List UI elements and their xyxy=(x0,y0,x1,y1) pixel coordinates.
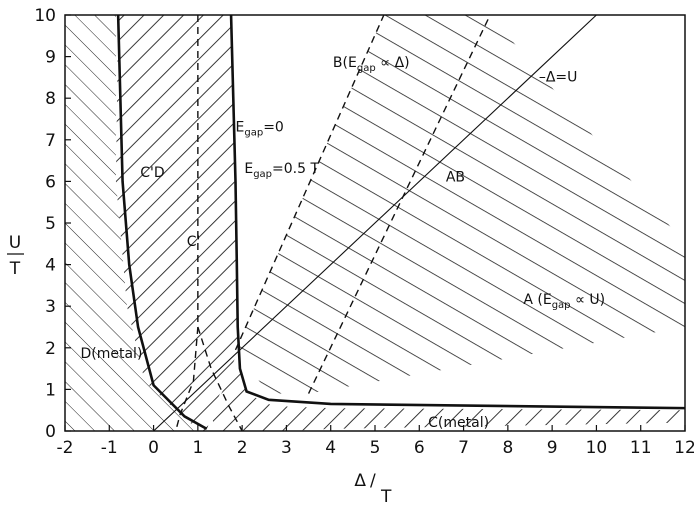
y-axis-label-den: T xyxy=(9,259,21,279)
annotation-egap-0-5-t: Egap=0.5 T xyxy=(244,161,319,180)
x-axis-label: Δ / T xyxy=(354,471,392,507)
x-tick-label: 2 xyxy=(237,438,248,458)
line-boundary-6 xyxy=(307,15,491,394)
annotation-c-d: C'D xyxy=(140,165,164,181)
y-tick-label: 6 xyxy=(45,172,56,192)
annotation-egap-0: Egap=0 xyxy=(236,119,284,138)
y-axis-label-num: U xyxy=(9,233,21,253)
region-d-metal xyxy=(65,15,201,431)
x-tick-label: 11 xyxy=(630,438,652,458)
x-tick-label: 4 xyxy=(325,438,336,458)
annotation-b-egap: B(Egap ∝ Δ) xyxy=(333,55,410,74)
y-tick-label: 5 xyxy=(45,214,56,234)
x-tick-label: 9 xyxy=(547,438,558,458)
x-axis-label-slash: / xyxy=(370,471,376,491)
x-tick-label: -2 xyxy=(57,438,74,458)
line-c xyxy=(197,326,243,431)
x-tick-label: 10 xyxy=(586,438,608,458)
y-tick-label: 7 xyxy=(45,131,56,151)
y-tick-label: 2 xyxy=(45,339,56,359)
line-egap-0-5t xyxy=(116,15,208,431)
line-boundary-5 xyxy=(234,15,385,351)
annotation-d-metal: D(metal) xyxy=(81,346,143,362)
region-ab xyxy=(235,15,685,394)
x-tick-label: 5 xyxy=(370,438,381,458)
boundary-lines xyxy=(116,15,685,431)
region-c-d xyxy=(115,15,238,431)
y-tick-label: 10 xyxy=(34,6,56,26)
annotation-u: –Δ=U xyxy=(539,70,578,86)
region-c-metal xyxy=(211,360,685,431)
line-c xyxy=(175,15,199,431)
line-egap-0 xyxy=(229,15,685,410)
y-tick-label: 9 xyxy=(45,48,56,68)
line-u xyxy=(153,15,597,431)
x-axis-label-den: T xyxy=(380,487,392,507)
y-axis-label: U T xyxy=(7,233,24,279)
x-tick-label: 0 xyxy=(148,438,159,458)
x-tick-label: -1 xyxy=(101,438,118,458)
x-tick-label: 1 xyxy=(192,438,203,458)
y-tick-label: 8 xyxy=(45,89,56,109)
y-tick-label: 1 xyxy=(45,380,56,400)
annotation-a-egap-u: A (Egap ∝ U) xyxy=(523,292,605,311)
annotation-ab: AB xyxy=(446,169,465,185)
annotation-c: C' xyxy=(187,234,201,250)
x-axis-label-num: Δ xyxy=(354,471,366,491)
hatched-regions xyxy=(65,15,685,431)
x-tick-label: 3 xyxy=(281,438,292,458)
x-tick-label: 6 xyxy=(414,438,425,458)
x-tick-label: 8 xyxy=(502,438,513,458)
annotation-c-metal: C(metal) xyxy=(428,415,489,431)
y-tick-label: 0 xyxy=(45,422,56,442)
x-tick-label: 12 xyxy=(674,438,694,458)
region-annotations: B(Egap ∝ Δ) A (Egap ∝ U) AB –Δ=U Egap=0 Egap=… xyxy=(81,55,606,431)
y-tick-label: 3 xyxy=(45,297,56,317)
x-tick-label: 7 xyxy=(458,438,469,458)
y-tick-label: 4 xyxy=(45,256,56,276)
